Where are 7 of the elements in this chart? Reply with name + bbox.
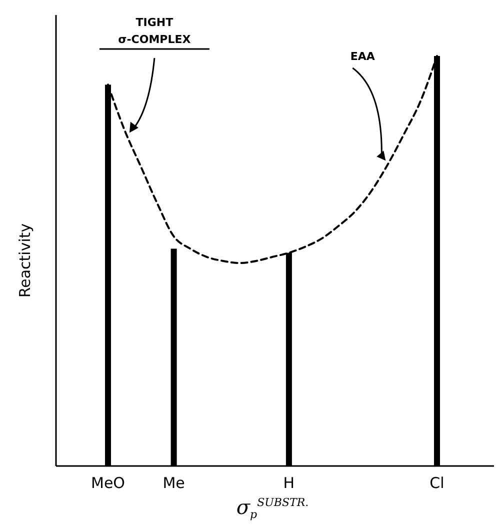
text: TIGHT σ-COMPLEX bbox=[118, 16, 192, 46]
annotation: EAA bbox=[350, 50, 376, 63]
x-tick-label: MeO bbox=[91, 474, 125, 492]
x-tick-label: Cl bbox=[430, 474, 444, 492]
y-axis-title: Reactivity bbox=[16, 223, 34, 298]
x-tick-label: Me bbox=[162, 474, 185, 492]
x-tick-label: H bbox=[283, 474, 295, 492]
